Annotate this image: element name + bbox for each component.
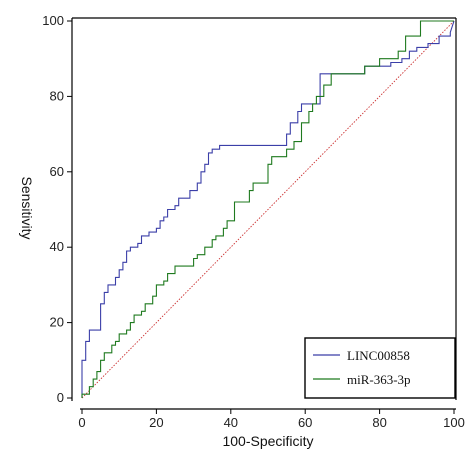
- x-tick-label-80: 80: [372, 415, 386, 430]
- ticks: 0 20 40 60 80 100 0 20 40 60 80 100: [42, 13, 465, 430]
- x-tick-label-60: 60: [298, 415, 312, 430]
- x-tick-label-40: 40: [224, 415, 238, 430]
- x-axis-title: 100-Specificity: [222, 433, 313, 449]
- axes: [71, 17, 457, 410]
- plot-area: [81, 20, 455, 399]
- legend-label-linc00858: LINC00858: [347, 348, 410, 363]
- x-tick-label-0: 0: [78, 415, 85, 430]
- legend-label-mir-363-3p: miR-363-3p: [347, 372, 411, 387]
- y-tick-label-80: 80: [50, 88, 64, 103]
- series-line-linc00858: [81, 20, 455, 398]
- legend-box: [304, 337, 456, 399]
- legend: LINC00858 miR-363-3p: [304, 337, 456, 399]
- x-tick-label-100: 100: [443, 415, 465, 430]
- y-tick-label-60: 60: [50, 164, 64, 179]
- y-tick-label-20: 20: [50, 315, 64, 330]
- diagonal-reference-line: [81, 20, 455, 399]
- y-axis-title: Sensitivity: [19, 176, 35, 239]
- x-tick-label-20: 20: [149, 415, 163, 430]
- y-tick-label-40: 40: [50, 239, 64, 254]
- y-tick-label-100: 100: [42, 13, 64, 28]
- series-line-mir-363-3p: [81, 20, 454, 398]
- y-tick-label-0: 0: [57, 390, 64, 405]
